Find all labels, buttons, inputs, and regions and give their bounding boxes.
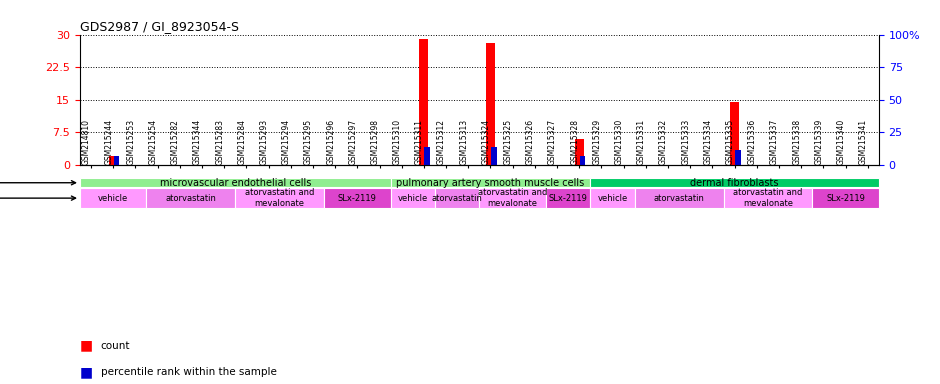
Text: SLx-2119: SLx-2119	[337, 194, 377, 203]
Text: GSM215334: GSM215334	[703, 119, 713, 165]
Text: GSM215344: GSM215344	[193, 119, 202, 165]
Text: GSM215330: GSM215330	[615, 119, 623, 165]
Text: GSM215244: GSM215244	[104, 119, 113, 165]
Text: pulmonary artery smooth muscle cells: pulmonary artery smooth muscle cells	[397, 178, 585, 188]
Bar	[634, 188, 724, 208]
Text: GSM215282: GSM215282	[171, 119, 180, 165]
Text: GSM215313: GSM215313	[460, 119, 468, 165]
Text: agent: agent	[0, 193, 75, 203]
Bar	[590, 188, 635, 208]
Text: atorvastatin: atorvastatin	[165, 194, 216, 203]
Bar	[546, 188, 590, 208]
Text: GSM215333: GSM215333	[682, 119, 690, 165]
Text: GSM215284: GSM215284	[238, 119, 246, 165]
Text: GSM215325: GSM215325	[504, 119, 512, 165]
Text: GSM215335: GSM215335	[726, 119, 735, 165]
Text: GSM215297: GSM215297	[349, 119, 357, 165]
Text: atorvastatin: atorvastatin	[431, 194, 482, 203]
Bar	[80, 179, 391, 187]
Text: GSM215332: GSM215332	[659, 119, 668, 165]
Text: dermal fibroblasts: dermal fibroblasts	[690, 178, 779, 188]
Text: SLx-2119: SLx-2119	[826, 194, 865, 203]
Text: SLx-2119: SLx-2119	[549, 194, 588, 203]
Bar	[80, 188, 147, 208]
Text: GSM215324: GSM215324	[481, 119, 491, 165]
Text: GSM215327: GSM215327	[548, 119, 557, 165]
Text: GSM215341: GSM215341	[859, 119, 868, 165]
Bar	[812, 188, 879, 208]
Text: GSM215338: GSM215338	[792, 119, 801, 165]
Text: GSM214810: GSM214810	[82, 119, 91, 165]
Text: GSM215337: GSM215337	[770, 119, 779, 165]
Bar	[109, 156, 118, 165]
Text: GSM215295: GSM215295	[304, 119, 313, 165]
Text: atorvastatin and
mevalonate: atorvastatin and mevalonate	[478, 189, 547, 208]
Text: GSM215326: GSM215326	[525, 119, 535, 165]
Text: ■: ■	[80, 339, 93, 353]
Text: microvascular endothelial cells: microvascular endothelial cells	[160, 178, 311, 188]
Bar	[419, 39, 429, 165]
Text: GSM215336: GSM215336	[748, 119, 757, 165]
Bar	[235, 188, 324, 208]
Text: GSM215254: GSM215254	[149, 119, 158, 165]
Text: GSM215283: GSM215283	[215, 119, 224, 165]
Bar	[724, 188, 812, 208]
Text: GSM215328: GSM215328	[571, 119, 579, 165]
Bar	[486, 43, 495, 165]
Bar	[479, 188, 546, 208]
Bar	[590, 179, 879, 187]
Text: GDS2987 / GI_8923054-S: GDS2987 / GI_8923054-S	[80, 20, 239, 33]
Text: ■: ■	[80, 366, 93, 379]
Bar	[147, 188, 235, 208]
Text: GSM215340: GSM215340	[837, 119, 846, 165]
Text: atorvastatin: atorvastatin	[653, 194, 705, 203]
Text: GSM215310: GSM215310	[393, 119, 401, 165]
Bar	[491, 147, 496, 165]
Text: cell line: cell line	[0, 178, 75, 188]
Text: count: count	[101, 341, 130, 351]
Text: vehicle: vehicle	[598, 194, 628, 203]
Text: atorvastatin and
mevalonate: atorvastatin and mevalonate	[245, 189, 314, 208]
Bar	[730, 102, 739, 165]
Bar	[391, 179, 590, 187]
Text: percentile rank within the sample: percentile rank within the sample	[101, 367, 276, 377]
Text: GSM215298: GSM215298	[370, 119, 380, 165]
Bar	[425, 147, 430, 165]
Text: GSM215339: GSM215339	[814, 119, 823, 165]
Text: vehicle: vehicle	[98, 194, 129, 203]
Bar	[391, 188, 435, 208]
Bar	[575, 139, 584, 165]
Text: vehicle: vehicle	[398, 194, 428, 203]
Text: GSM215253: GSM215253	[126, 119, 135, 165]
Text: GSM215293: GSM215293	[259, 119, 269, 165]
Text: GSM215311: GSM215311	[415, 119, 424, 165]
Bar	[435, 188, 479, 208]
Text: atorvastatin and
mevalonate: atorvastatin and mevalonate	[733, 189, 803, 208]
Text: GSM215331: GSM215331	[637, 119, 646, 165]
Text: GSM215312: GSM215312	[437, 119, 446, 165]
Text: GSM215294: GSM215294	[282, 119, 290, 165]
Bar	[735, 151, 741, 165]
Bar	[580, 156, 586, 165]
Bar	[324, 188, 391, 208]
Text: GSM215329: GSM215329	[592, 119, 602, 165]
Bar	[114, 156, 119, 165]
Text: GSM215296: GSM215296	[326, 119, 336, 165]
